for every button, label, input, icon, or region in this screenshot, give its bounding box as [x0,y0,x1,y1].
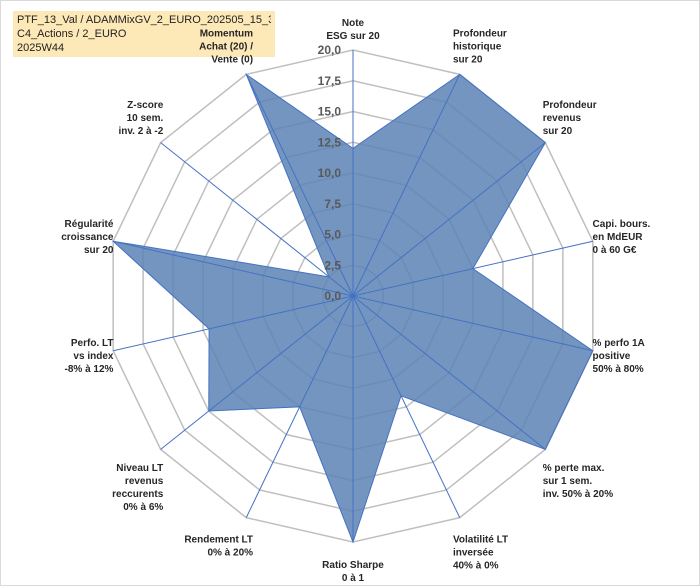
tick-label-4: 10,0 [318,166,342,180]
spoke-13 [160,142,354,297]
tick-label-7: 17,5 [318,74,342,88]
category-label-2: Profondeur historique sur 20 [453,29,507,66]
spoke-11 [113,295,354,352]
category-label-13: Z-score 10 sem. inv. 2 à -2 [118,100,163,137]
category-label-7: Volatilité LT inversée 40% à 0% [453,534,508,571]
category-label-5: % perfo 1A positive 50% à 80% [593,338,645,375]
spoke-6 [352,295,546,450]
category-label-8: Ratio Sharpe 0 à 1 [322,560,384,584]
spoke-4 [352,240,593,297]
tick-label-3: 7,5 [324,197,341,211]
tick-label-2: 5,0 [324,228,341,242]
category-label-9: Rendement LT 0% à 20% [184,534,253,558]
category-label-1: Note ESG sur 20 [326,18,380,42]
title-line-3: 2025W44 [17,42,65,54]
category-label-12: Régularité croissance sur 20 [61,219,114,256]
tick-label-1: 2,5 [324,258,341,272]
spoke-12 [113,240,354,297]
spoke-14 [245,74,354,297]
category-label-4: Capi. bours. en MdEUR 0 à 60 G€ [593,219,651,256]
tick-label-6: 15,0 [318,105,342,119]
chart-title-box: PTF_13_Val / ADAMMixGV_2_EURO_202505_15_… [13,11,275,57]
title-line-2: C4_Actions / 2_EURO [17,28,127,40]
tick-label-5: 12,5 [318,135,342,149]
category-label-3: Profondeur revenus sur 20 [543,100,597,137]
spoke-9 [245,295,354,518]
spoke-7 [352,295,461,518]
category-label-14: Momentum Achat (20) / Vente (0) [199,29,253,66]
tick-label-8: 20,0 [318,43,342,57]
spoke-5 [352,295,593,352]
category-label-11: Perfo. LT vs index -8% à 12% [65,338,114,375]
category-label-6: % perte max. sur 1 sem. inv. 50% à 20% [543,463,614,500]
category-label-10: Niveau LT revenus reccurents 0% à 6% [112,463,164,513]
spoke-2 [352,74,461,297]
tick-label-0: 0,0 [324,289,341,303]
spoke-10 [160,295,354,450]
title-line-1: PTF_13_Val / ADAMMixGV_2_EURO_202505_15_… [17,14,271,26]
spoke-3 [352,142,546,297]
